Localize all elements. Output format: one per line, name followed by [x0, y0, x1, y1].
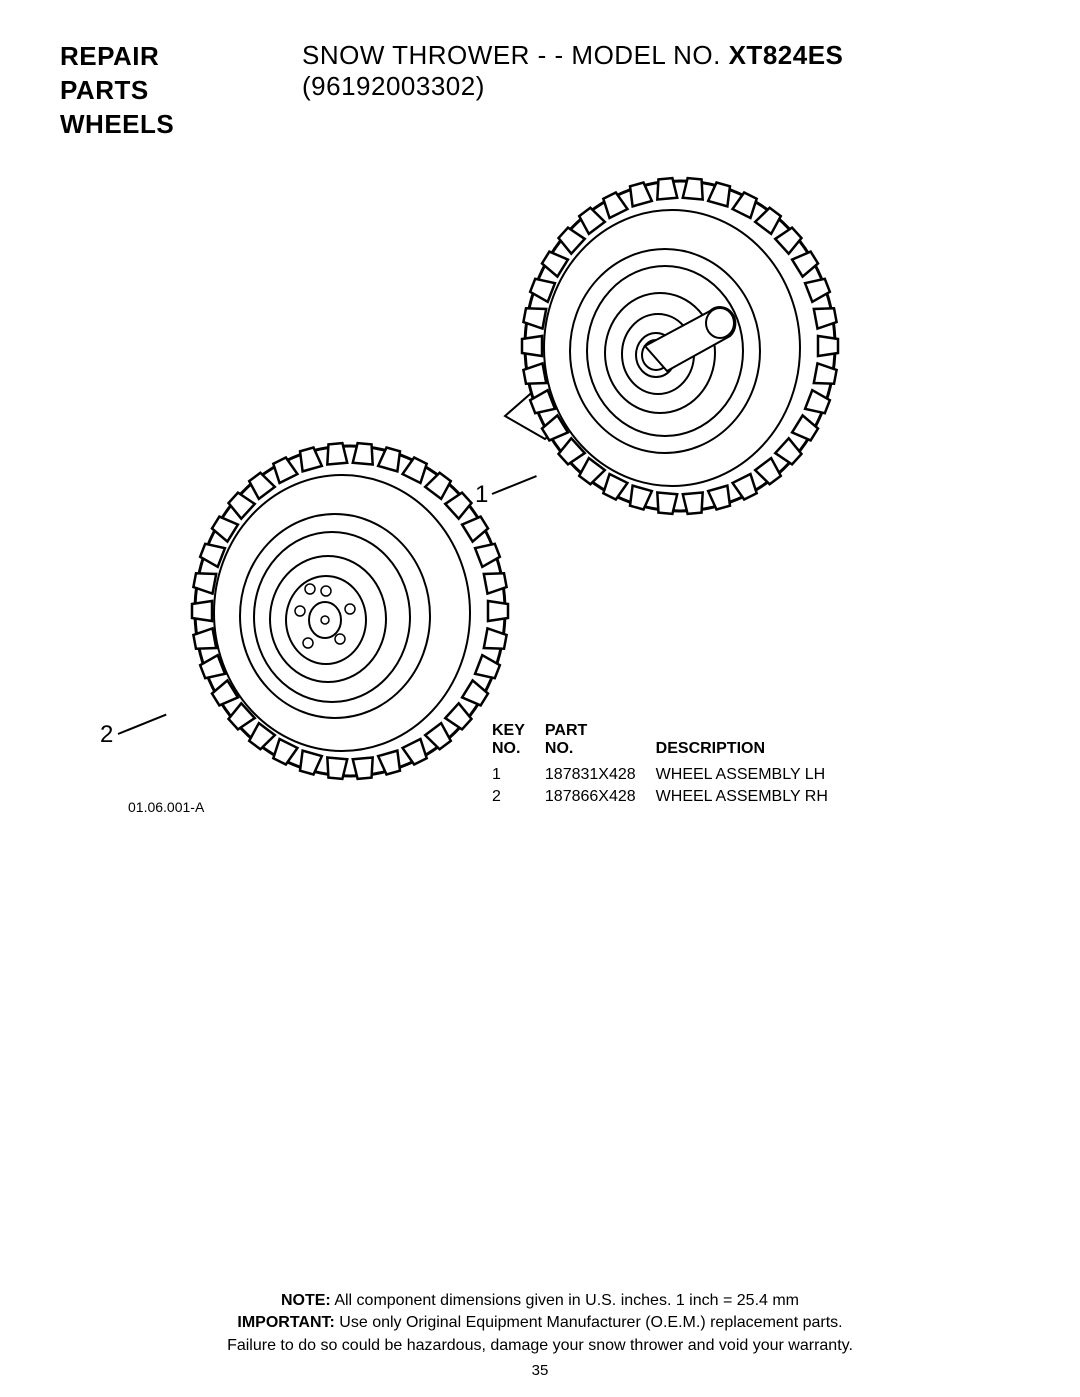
note-line: NOTE: All component dimensions given in … — [0, 1290, 1080, 1312]
important-text: Use only Original Equipment Manufacturer… — [335, 1314, 843, 1331]
header-left: REPAIR PARTS WHEELS — [60, 40, 252, 141]
parts-table-head: KEY NO. PART NO. DESCRIPTION — [492, 722, 846, 764]
note-text: All component dimensions given in U.S. i… — [331, 1292, 799, 1309]
parts-table: KEY NO. PART NO. DESCRIPTION 1 187831X42… — [490, 720, 848, 810]
cell-key: 1 — [492, 766, 543, 786]
page-number: 35 — [0, 1362, 1080, 1379]
table-row: 2 187866X428 WHEEL ASSEMBLY RH — [492, 788, 846, 808]
drawing-id: 01.06.001-A — [128, 799, 204, 815]
warning-line: Failure to do so could be hazardous, dam… — [0, 1335, 1080, 1357]
product-type: SNOW THROWER - - MODEL NO. — [302, 40, 729, 70]
section-title: WHEELS — [60, 108, 252, 142]
table-row: 1 187831X428 WHEEL ASSEMBLY LH — [492, 766, 846, 786]
model-suffix: (96192003302) — [302, 71, 485, 101]
page-header: REPAIR PARTS WHEELS SNOW THROWER - - MOD… — [60, 40, 1020, 141]
callout-2-number: 2 — [100, 721, 113, 749]
cell-desc: WHEEL ASSEMBLY RH — [656, 788, 846, 808]
cell-desc: WHEEL ASSEMBLY LH — [656, 766, 846, 786]
cell-key: 2 — [492, 788, 543, 808]
model-number: XT824ES — [729, 40, 844, 70]
important-line: IMPORTANT: Use only Original Equipment M… — [0, 1312, 1080, 1334]
col-key-header: KEY NO. — [492, 722, 543, 764]
important-label: IMPORTANT: — [237, 1314, 334, 1331]
col-part-header: PART NO. — [545, 722, 654, 764]
repair-parts-label: REPAIR PARTS — [60, 40, 252, 108]
callout-1-number: 1 — [475, 481, 488, 509]
header-right: SNOW THROWER - - MODEL NO. XT824ES (9619… — [302, 40, 1020, 141]
cell-part: 187831X428 — [545, 766, 654, 786]
note-label: NOTE: — [281, 1292, 331, 1309]
cell-part: 187866X428 — [545, 788, 654, 808]
col-desc-header: DESCRIPTION — [656, 722, 846, 764]
parts-table-body: 1 187831X428 WHEEL ASSEMBLY LH 2 187866X… — [492, 766, 846, 808]
footer-notes: NOTE: All component dimensions given in … — [0, 1290, 1080, 1357]
